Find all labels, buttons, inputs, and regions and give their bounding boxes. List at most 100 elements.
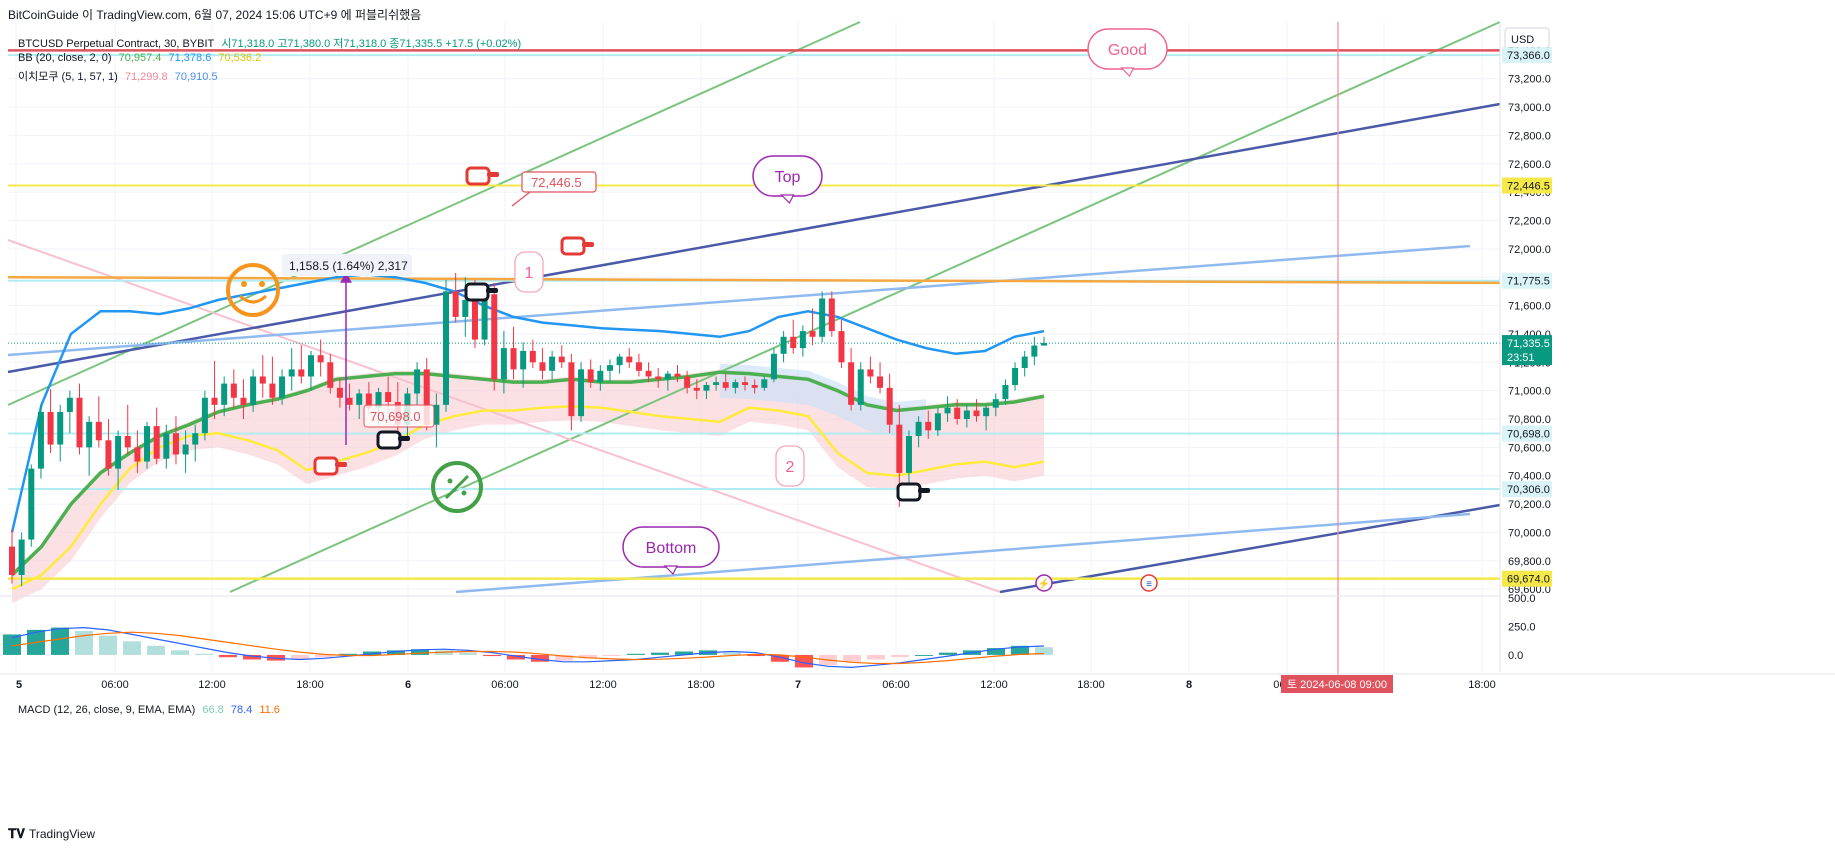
candle-body[interactable] — [452, 291, 459, 317]
candle-body[interactable] — [645, 370, 652, 377]
candle-body[interactable] — [635, 362, 642, 371]
candle-body[interactable] — [558, 356, 565, 363]
candle-body[interactable] — [269, 383, 276, 398]
candle-body[interactable] — [481, 294, 488, 340]
candle-body[interactable] — [722, 382, 729, 388]
candle-body[interactable] — [944, 407, 951, 414]
bb-upper-line[interactable] — [10, 273, 1045, 533]
macd-line[interactable] — [11, 626, 1045, 669]
candle-body[interactable] — [983, 407, 990, 417]
candle-body[interactable] — [385, 392, 392, 402]
smiley-face-icon[interactable] — [226, 263, 280, 317]
candle-body[interactable] — [597, 370, 604, 383]
candle-body[interactable] — [973, 410, 980, 417]
candle-body[interactable] — [279, 376, 286, 398]
pointing-hand-black-2-icon[interactable] — [376, 430, 402, 450]
candle-body[interactable] — [365, 393, 372, 408]
candle-body[interactable] — [877, 376, 884, 388]
trendline-navy-upper[interactable] — [7, 102, 1501, 374]
candle-body[interactable] — [954, 407, 961, 420]
candle-body[interactable] — [549, 356, 556, 371]
pointing-hand-red-3-icon[interactable] — [313, 456, 339, 476]
candle-body[interactable] — [626, 356, 633, 363]
candle-body[interactable] — [172, 433, 179, 455]
candle-body[interactable] — [539, 362, 546, 371]
marker-2-box[interactable] — [775, 445, 805, 487]
price-badge[interactable] — [1502, 272, 1552, 289]
pointing-hand-black-1-icon[interactable] — [464, 282, 490, 302]
candle-body[interactable] — [828, 298, 835, 332]
candle-body[interactable] — [134, 447, 141, 462]
candle-body[interactable] — [250, 376, 257, 405]
candle-body[interactable] — [742, 382, 749, 385]
candle-body[interactable] — [105, 440, 112, 469]
price-badge[interactable] — [1502, 47, 1552, 64]
footer[interactable]: 𝐓𝐕 TradingView — [8, 826, 95, 842]
candle-body[interactable] — [655, 376, 662, 380]
candle-body[interactable] — [86, 421, 93, 448]
candle-body[interactable] — [529, 350, 536, 363]
candle-body[interactable] — [780, 336, 787, 354]
us-flag-event-icon[interactable] — [1140, 574, 1158, 592]
sad-face-icon[interactable] — [431, 461, 483, 513]
candle-body[interactable] — [799, 331, 806, 349]
candle-body[interactable] — [703, 384, 710, 391]
candle-body[interactable] — [684, 376, 691, 388]
price-badge[interactable] — [1502, 570, 1552, 587]
trendline-pink-descending[interactable] — [7, 239, 1001, 593]
legend-symbol[interactable]: BTCUSD Perpetual Contract, 30, BYBIT — [18, 38, 215, 50]
candle-body[interactable] — [9, 546, 15, 575]
candle-body[interactable] — [307, 355, 314, 377]
candle-body[interactable] — [443, 291, 450, 405]
bb-basis-line[interactable] — [10, 370, 1045, 577]
candle-body[interactable] — [992, 399, 999, 408]
candle-body[interactable] — [317, 355, 324, 363]
candle-body[interactable] — [568, 362, 575, 417]
candle-body[interactable] — [838, 331, 845, 363]
candle-body[interactable] — [153, 426, 160, 459]
candle-body[interactable] — [346, 397, 353, 405]
trendline-lightblue-lower[interactable] — [455, 512, 1471, 594]
pointing-hand-red-1-icon[interactable] — [465, 166, 491, 186]
pointing-hand-red-2-icon[interactable] — [560, 236, 586, 256]
candle-body[interactable] — [28, 468, 35, 540]
candle-body[interactable] — [288, 369, 295, 377]
candle-body[interactable] — [462, 299, 469, 317]
candle-body[interactable] — [414, 369, 421, 394]
legend-bb-row[interactable]: BB (20, close, 2, 0) 70,957.4 71,378.6 7… — [18, 52, 265, 64]
candle-body[interactable] — [770, 353, 777, 380]
trendline-green-lower[interactable] — [229, 21, 1501, 593]
legend-ichimoku-row[interactable]: 이치모쿠 (5, 1, 57, 1) 71,299.8 70,910.5 — [18, 68, 222, 84]
candle-body[interactable] — [761, 379, 768, 388]
pointing-hand-black-3-icon[interactable] — [896, 482, 922, 502]
trendline-green-upper[interactable] — [7, 21, 861, 406]
candle-body[interactable] — [211, 397, 218, 405]
price-badge[interactable] — [1502, 481, 1552, 498]
candle-body[interactable] — [375, 392, 382, 408]
candle-body[interactable] — [905, 436, 912, 473]
candle-body[interactable] — [616, 356, 623, 366]
candle-body[interactable] — [18, 539, 25, 575]
marker-1-box[interactable] — [514, 251, 544, 293]
price-callout-2-box[interactable] — [363, 404, 435, 428]
candle-body[interactable] — [896, 424, 903, 473]
candle-body[interactable] — [510, 348, 517, 370]
candle-body[interactable] — [915, 421, 922, 437]
candle-body[interactable] — [298, 369, 305, 377]
candle-body[interactable] — [578, 369, 585, 417]
candle-body[interactable] — [500, 348, 507, 380]
candle-body[interactable] — [1002, 384, 1009, 400]
candle-body[interactable] — [57, 411, 64, 445]
candle-body[interactable] — [144, 426, 151, 462]
candle-body[interactable] — [886, 387, 893, 425]
candle-body[interactable] — [857, 369, 864, 405]
candle-body[interactable] — [1031, 345, 1038, 357]
candle-body[interactable] — [819, 298, 826, 337]
candle-body[interactable] — [732, 382, 739, 388]
candle-body[interactable] — [356, 393, 363, 405]
candle-body[interactable] — [124, 436, 131, 448]
candle-body[interactable] — [230, 383, 237, 398]
price-badge[interactable] — [1502, 425, 1552, 442]
candle-body[interactable] — [163, 433, 170, 459]
price-badge[interactable] — [1502, 177, 1552, 194]
